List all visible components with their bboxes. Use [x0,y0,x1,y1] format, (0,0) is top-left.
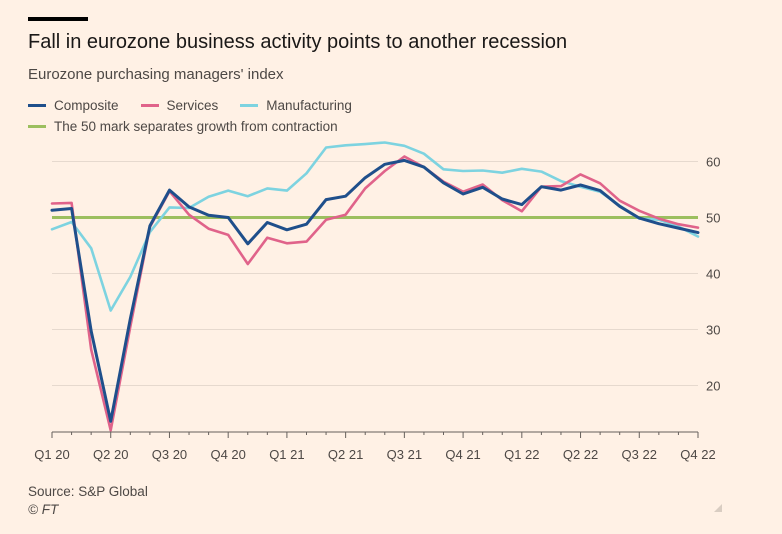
x-tick-label: Q1 22 [504,447,539,462]
chart-title: Fall in eurozone business activity point… [28,31,568,53]
x-tick-label: Q4 21 [445,447,480,462]
legend-item-composite: Composite [28,98,119,113]
x-tick-label: Q2 21 [328,447,363,462]
x-tick-label: Q3 21 [387,447,422,462]
resize-corner [714,504,722,512]
legend-threshold: The 50 mark separates growth from contra… [28,119,360,134]
legend-item-threshold: The 50 mark separates growth from contra… [28,119,338,134]
legend-item-manufacturing: Manufacturing [240,98,352,113]
x-tick-label: Q3 22 [622,447,657,462]
legend-swatch-composite [28,104,46,107]
legend-label-services: Services [166,98,219,113]
chart-subtitle: Eurozone purchasing managers' index [28,66,284,83]
legend: Composite Services Manufacturing [28,98,374,113]
y-tick-label-40: 40 [706,267,720,282]
y-tick-label-60: 60 [706,155,720,170]
credit-note: © FT [28,502,59,517]
x-tick-label: Q1 20 [34,447,69,462]
x-tick-label: Q3 20 [152,447,187,462]
series-line-services [50,155,700,432]
legend-label-composite: Composite [54,98,119,113]
y-tick-label-20: 20 [706,379,720,394]
legend-label-manufacturing: Manufacturing [266,98,352,113]
y-tick-label-50: 50 [706,211,720,226]
brand-bar [28,17,88,21]
legend-swatch-manufacturing [240,104,259,107]
source-note: Source: S&P Global [28,484,148,499]
legend-swatch-threshold [28,125,46,128]
series-line-composite [50,158,700,423]
x-tick-label: Q1 21 [269,447,304,462]
legend-label-threshold: The 50 mark separates growth from contra… [54,119,338,134]
x-tick-label: Q2 20 [93,447,128,462]
legend-item-services: Services [140,98,219,113]
x-tick-label: Q4 22 [680,447,715,462]
x-tick-label: Q2 22 [563,447,598,462]
legend-swatch-services [140,104,159,107]
x-tick-label: Q4 20 [210,447,245,462]
y-tick-label-30: 30 [706,323,720,338]
